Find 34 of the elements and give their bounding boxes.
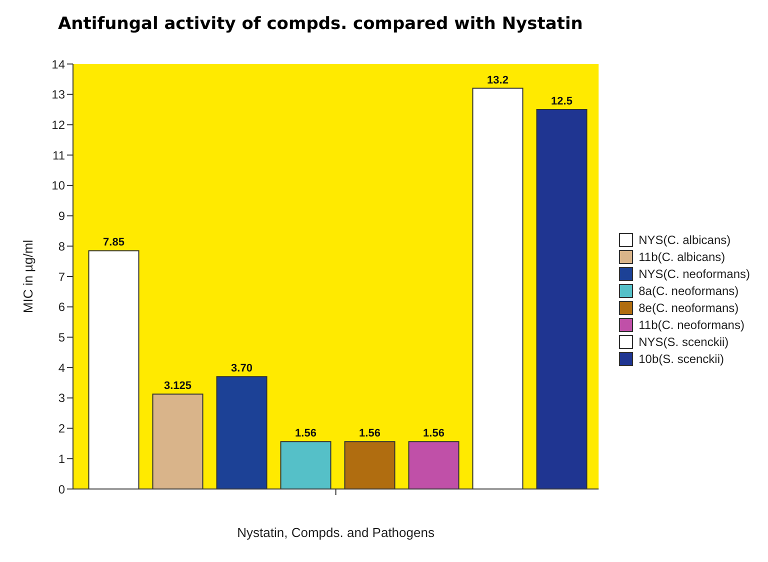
data-label: 1.56 [295, 428, 316, 440]
y-tick-label: 11 [52, 148, 66, 162]
y-tick-label: 8 [58, 239, 66, 254]
legend-label: 10b(S. scenckii) [638, 350, 724, 366]
y-tick-label: 14 [52, 57, 66, 72]
y-tick-label: 4 [58, 360, 66, 375]
y-tick-label: 10 [52, 178, 66, 193]
y-tick-label: 0 [58, 482, 66, 496]
data-label: 7.85 [103, 236, 124, 249]
y-tick-label: 7 [58, 270, 66, 284]
data-label: 1.56 [359, 428, 380, 440]
y-tick-label: 1 [58, 452, 66, 466]
legend-label: NYS(C. neoformans) [638, 266, 750, 282]
y-tick-label: 13 [52, 88, 66, 102]
x-axis-title: Nystatin, Compds. and Pathogens [237, 525, 435, 540]
legend-label: 8e(C. neoformans) [638, 300, 739, 316]
data-label: 3.70 [231, 362, 252, 375]
data-label: 13.2 [487, 74, 508, 86]
y-axis-title: MIC in µg/ml [20, 240, 36, 314]
legend-label: NYS(C. albicans) [638, 232, 731, 248]
chart-title: Antifungal activity of compds. compared with Nystatin [57, 13, 584, 36]
y-tick-label: 9 [58, 209, 66, 224]
y-tick-label: 2 [58, 422, 66, 436]
data-label: 12.5 [551, 96, 572, 108]
data-label: 3.125 [164, 380, 192, 392]
y-tick-label: 3 [58, 391, 66, 406]
data-label: 1.56 [423, 428, 444, 440]
legend-label: 11b(C. neoformans) [638, 316, 744, 332]
y-tick-label: 12 [52, 118, 66, 132]
legend-label: 11b(C. albicans) [638, 248, 726, 264]
y-tick-label: 6 [58, 300, 66, 314]
legend-label: 8a(C. neoformans) [638, 282, 739, 298]
legend-label: NYS(S. scenckii) [638, 334, 729, 350]
y-tick-label: 5 [58, 330, 66, 344]
